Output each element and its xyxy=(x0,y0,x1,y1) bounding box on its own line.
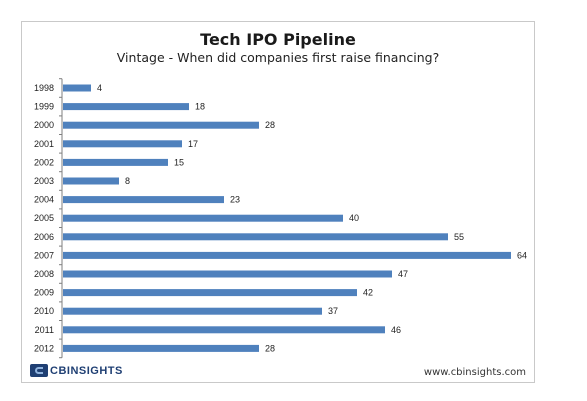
logo-text: CBINSIGHTS xyxy=(50,364,123,377)
bar-1998 xyxy=(63,84,91,92)
data-label: 23 xyxy=(230,195,240,205)
bar-2008 xyxy=(63,270,392,278)
data-label: 55 xyxy=(454,232,464,242)
cbinsights-logo: CBINSIGHTS xyxy=(30,364,123,377)
bar-2011 xyxy=(63,326,385,334)
bar-2006 xyxy=(63,233,448,241)
y-tick-label: 1999 xyxy=(34,102,54,112)
data-label: 8 xyxy=(125,176,130,186)
bar-2002 xyxy=(63,158,168,166)
bar-chart: 1998 4 1999 18 2000 28 2001 17 2002 15 2003 8 2004 23… xyxy=(34,78,527,359)
bar-2004 xyxy=(63,196,224,204)
data-label: 46 xyxy=(391,325,401,335)
bar-2005 xyxy=(63,214,343,222)
y-tick-label: 2010 xyxy=(34,306,54,316)
data-label: 28 xyxy=(265,120,275,130)
data-label: 47 xyxy=(398,269,408,279)
data-label: 4 xyxy=(97,83,102,93)
y-tick-label: 2002 xyxy=(34,157,54,167)
bar-2001 xyxy=(63,140,182,148)
y-tick-label: 2005 xyxy=(34,213,54,223)
y-tick-label: 2001 xyxy=(34,139,54,149)
y-tick-label: 2012 xyxy=(34,343,54,353)
bar-2000 xyxy=(63,121,259,129)
data-label: 17 xyxy=(188,139,198,149)
y-tick-label: 2007 xyxy=(34,250,54,260)
data-label: 40 xyxy=(349,213,359,223)
data-label: 37 xyxy=(328,306,338,316)
bar-1999 xyxy=(63,103,189,111)
y-tick-label: 1998 xyxy=(34,83,54,93)
cb-logo-icon xyxy=(30,364,48,377)
footer-url: www.cbinsights.com xyxy=(423,367,526,378)
bar-2003 xyxy=(63,177,119,185)
bar-2012 xyxy=(63,344,259,352)
data-label: 15 xyxy=(174,157,184,167)
bar-2009 xyxy=(63,289,357,297)
y-tick-label: 2000 xyxy=(34,120,54,130)
bar-2010 xyxy=(63,307,322,315)
data-label: 42 xyxy=(363,288,373,298)
chart-frame: Tech IPO Pipeline Vintage - When did com… xyxy=(21,21,535,383)
data-label: 18 xyxy=(195,102,205,112)
data-label: 28 xyxy=(265,343,275,353)
chart-title: Tech IPO Pipeline xyxy=(200,30,356,49)
y-tick-label: 2003 xyxy=(34,176,54,186)
y-tick-label: 2004 xyxy=(34,195,54,205)
y-tick-label: 2006 xyxy=(34,232,54,242)
y-tick-label: 2011 xyxy=(35,325,54,335)
y-tick-label: 2008 xyxy=(34,269,54,279)
data-label: 64 xyxy=(517,250,527,260)
bar-2007 xyxy=(63,251,511,259)
y-tick-label: 2009 xyxy=(34,288,54,298)
chart-subtitle: Vintage - When did companies first raise… xyxy=(116,50,440,65)
